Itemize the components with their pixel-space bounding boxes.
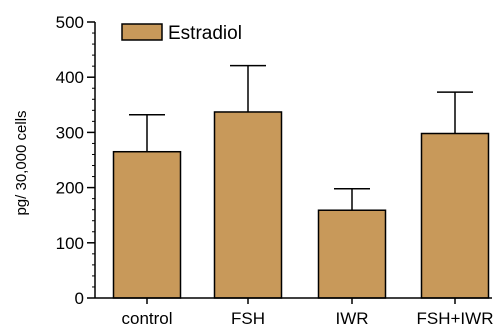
x-tick-label: FSH+IWR bbox=[417, 309, 494, 327]
y-tick-label: 100 bbox=[56, 234, 84, 253]
x-tick-label: control bbox=[121, 309, 172, 327]
bar bbox=[420, 132, 490, 299]
legend-swatch bbox=[121, 23, 163, 41]
y-tick-label: 400 bbox=[56, 68, 84, 87]
y-tick-label: 300 bbox=[56, 123, 84, 142]
y-tick-label: 200 bbox=[56, 179, 84, 198]
bar bbox=[213, 111, 283, 299]
y-tick-label: 500 bbox=[56, 13, 84, 32]
legend-label: Estradiol bbox=[168, 23, 242, 44]
x-tick-label: FSH bbox=[231, 309, 265, 327]
y-axis-label: pg/ 30,000 cells bbox=[13, 110, 30, 215]
bar bbox=[317, 209, 387, 299]
y-tick-label: 0 bbox=[75, 289, 84, 308]
bar bbox=[112, 150, 182, 299]
plot-area: 0 100 200 300 400 500 control FSH IWR FSH+IWR bbox=[56, 13, 494, 327]
x-tick-label: IWR bbox=[335, 309, 368, 327]
legend: Estradiol bbox=[121, 23, 242, 44]
